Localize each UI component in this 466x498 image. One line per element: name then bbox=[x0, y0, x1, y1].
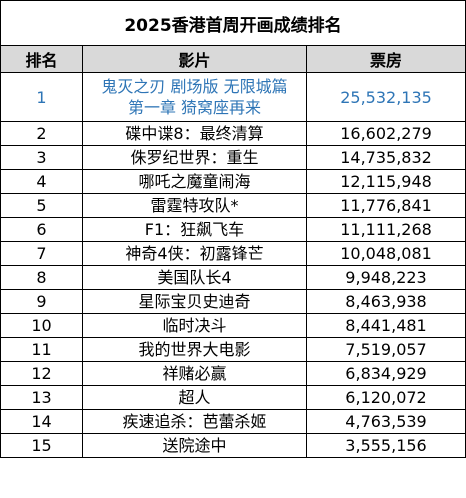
table-row: 2 碟中谍8：最终清算 16,602,279 bbox=[0, 121, 466, 146]
box-office-cell[interactable]: 6,834,929 bbox=[305, 361, 466, 386]
table-row: 12 祥赌必赢 6,834,929 bbox=[0, 361, 466, 386]
rank-cell[interactable]: 1 bbox=[0, 72, 83, 122]
rank-cell[interactable]: 13 bbox=[0, 385, 83, 410]
rank-cell[interactable]: 11 bbox=[0, 337, 83, 362]
box-office-cell[interactable]: 9,948,223 bbox=[305, 265, 466, 290]
table-title[interactable]: 2025香港首周开画成绩排名 bbox=[0, 0, 466, 46]
box-office-cell[interactable]: 7,519,057 bbox=[305, 337, 466, 362]
table-row: 8 美国队长4 9,948,223 bbox=[0, 265, 466, 290]
rank-cell[interactable]: 2 bbox=[0, 121, 83, 146]
table-row: 5 雷霆特攻队* 11,776,841 bbox=[0, 193, 466, 218]
film-cell[interactable]: 临时决斗 bbox=[82, 313, 307, 338]
table-row: 3 侏罗纪世界：重生 14,735,832 bbox=[0, 145, 466, 170]
rank-cell[interactable]: 6 bbox=[0, 217, 83, 242]
box-office-cell[interactable]: 11,111,268 bbox=[305, 217, 466, 242]
rank-cell[interactable]: 4 bbox=[0, 169, 83, 194]
film-cell[interactable]: F1：狂飙飞车 bbox=[82, 217, 307, 242]
film-cell[interactable]: 鬼灭之刃 剧场版 无限城篇 第一章 猗窝座再来 bbox=[82, 72, 307, 122]
film-cell[interactable]: 我的世界大电影 bbox=[82, 337, 307, 362]
table-row: 10 临时决斗 8,441,481 bbox=[0, 313, 466, 338]
film-cell[interactable]: 超人 bbox=[82, 385, 307, 410]
box-office-cell[interactable]: 8,441,481 bbox=[305, 313, 466, 338]
film-cell[interactable]: 碟中谍8：最终清算 bbox=[82, 121, 307, 146]
box-office-cell[interactable]: 8,463,938 bbox=[305, 289, 466, 314]
rank-cell[interactable]: 9 bbox=[0, 289, 83, 314]
box-office-cell[interactable]: 10,048,081 bbox=[305, 241, 466, 266]
film-cell[interactable]: 侏罗纪世界：重生 bbox=[82, 145, 307, 170]
film-title-line: 第一章 猗窝座再来 bbox=[127, 98, 262, 117]
box-office-cell[interactable]: 11,776,841 bbox=[305, 193, 466, 218]
ranking-table: 2025香港首周开画成绩排名 排名 影片 票房 1 鬼灭之刃 剧场版 无限城篇 … bbox=[0, 0, 466, 458]
box-office-cell[interactable]: 4,763,539 bbox=[305, 409, 466, 434]
box-office-cell[interactable]: 12,115,948 bbox=[305, 169, 466, 194]
box-office-cell[interactable]: 25,532,135 bbox=[305, 72, 466, 122]
table-row: 7 神奇4侠：初露锋芒 10,048,081 bbox=[0, 241, 466, 266]
rank-cell[interactable]: 8 bbox=[0, 265, 83, 290]
rank-cell[interactable]: 12 bbox=[0, 361, 83, 386]
film-cell[interactable]: 祥赌必赢 bbox=[82, 361, 307, 386]
table-row: 9 星际宝贝史迪奇 8,463,938 bbox=[0, 289, 466, 314]
film-title-line: 鬼灭之刃 剧场版 无限城篇 bbox=[101, 77, 288, 96]
film-cell[interactable]: 星际宝贝史迪奇 bbox=[82, 289, 307, 314]
rank-cell[interactable]: 10 bbox=[0, 313, 83, 338]
table-row: 13 超人 6,120,072 bbox=[0, 385, 466, 410]
film-cell[interactable]: 哪吒之魔童闹海 bbox=[82, 169, 307, 194]
rank-cell[interactable]: 15 bbox=[0, 433, 83, 458]
box-office-cell[interactable]: 14,735,832 bbox=[305, 145, 466, 170]
table-row: 15 送院途中 3,555,156 bbox=[0, 433, 466, 458]
header-row: 排名 影片 票房 bbox=[0, 45, 466, 73]
header-rank[interactable]: 排名 bbox=[0, 45, 83, 73]
box-office-cell[interactable]: 6,120,072 bbox=[305, 385, 466, 410]
header-box-office[interactable]: 票房 bbox=[305, 45, 466, 73]
table-row: 4 哪吒之魔童闹海 12,115,948 bbox=[0, 169, 466, 194]
table-row: 6 F1：狂飙飞车 11,111,268 bbox=[0, 217, 466, 242]
film-cell[interactable]: 送院途中 bbox=[82, 433, 307, 458]
rank-cell[interactable]: 3 bbox=[0, 145, 83, 170]
film-cell[interactable]: 神奇4侠：初露锋芒 bbox=[82, 241, 307, 266]
rank-cell[interactable]: 14 bbox=[0, 409, 83, 434]
film-cell[interactable]: 疾速追杀：芭蕾杀姬 bbox=[82, 409, 307, 434]
header-film[interactable]: 影片 bbox=[82, 45, 307, 73]
table-row: 11 我的世界大电影 7,519,057 bbox=[0, 337, 466, 362]
film-cell[interactable]: 美国队长4 bbox=[82, 265, 307, 290]
box-office-cell[interactable]: 3,555,156 bbox=[305, 433, 466, 458]
rank-cell[interactable]: 7 bbox=[0, 241, 83, 266]
table-row: 14 疾速追杀：芭蕾杀姬 4,763,539 bbox=[0, 409, 466, 434]
film-cell[interactable]: 雷霆特攻队* bbox=[82, 193, 307, 218]
title-row: 2025香港首周开画成绩排名 bbox=[0, 0, 466, 46]
rank-cell[interactable]: 5 bbox=[0, 193, 83, 218]
box-office-cell[interactable]: 16,602,279 bbox=[305, 121, 466, 146]
table-row: 1 鬼灭之刃 剧场版 无限城篇 第一章 猗窝座再来 25,532,135 bbox=[0, 72, 466, 122]
